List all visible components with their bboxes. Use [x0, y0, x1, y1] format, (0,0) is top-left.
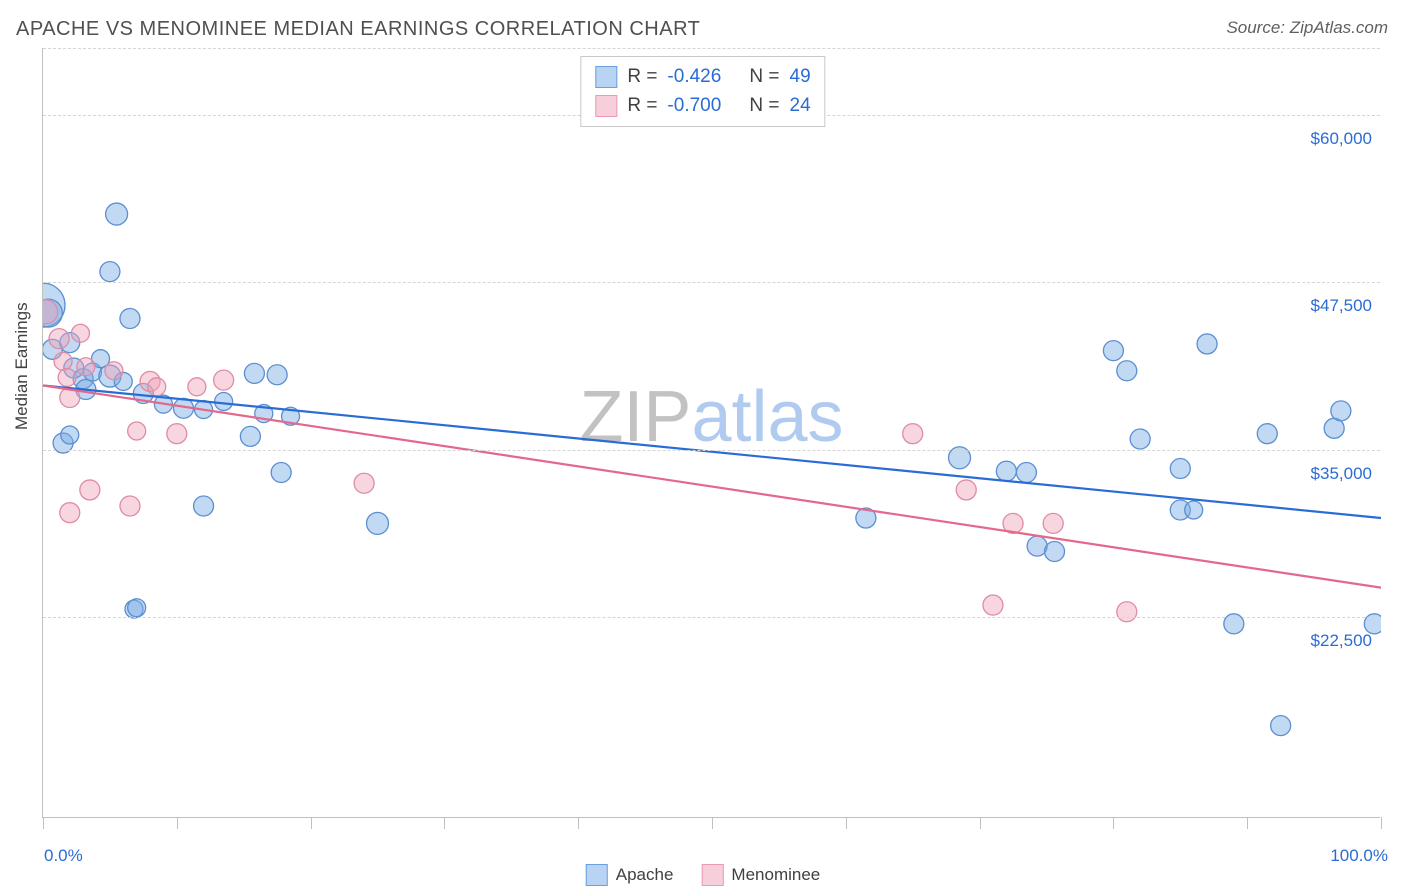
gridline [43, 282, 1380, 283]
legend-stats-row: R = -0.700 N = 24 [595, 92, 810, 121]
stat-r-value: -0.426 [667, 63, 739, 92]
data-point [1271, 716, 1291, 736]
legend-stats-row: R = -0.426 N = 49 [595, 63, 810, 92]
x-tick [846, 817, 847, 829]
legend-stats: R = -0.426 N = 49 R = -0.700 N = 24 [580, 56, 825, 127]
data-point [1045, 542, 1065, 562]
data-point [61, 426, 79, 444]
data-point [80, 480, 100, 500]
legend-item: Apache [586, 864, 674, 886]
data-point [54, 352, 72, 370]
legend-label: Menominee [731, 865, 820, 885]
data-point [1331, 401, 1351, 421]
data-point [1185, 501, 1203, 519]
x-tick [578, 817, 579, 829]
data-point [77, 358, 95, 376]
data-point [49, 329, 69, 349]
x-tick [311, 817, 312, 829]
x-tick [43, 817, 44, 829]
gridline [43, 48, 1380, 49]
legend-swatch [701, 864, 723, 886]
x-tick [1113, 817, 1114, 829]
plot-area: ZIPatlas $22,500$35,000$47,500$60,000 [42, 48, 1380, 818]
y-tick-label: $60,000 [1311, 129, 1372, 149]
data-point [1257, 424, 1277, 444]
y-axis-label: Median Earnings [12, 302, 32, 430]
x-tick [980, 817, 981, 829]
data-point [60, 503, 80, 523]
legend-label: Apache [616, 865, 674, 885]
data-point [214, 370, 234, 390]
x-tick [444, 817, 445, 829]
data-point [194, 496, 214, 516]
data-point [354, 473, 374, 493]
data-point [1130, 429, 1150, 449]
x-tick [712, 817, 713, 829]
stat-r-value: -0.700 [667, 92, 739, 121]
x-label-max: 100.0% [1330, 846, 1388, 866]
chart-title: APACHE VS MENOMINEE MEDIAN EARNINGS CORR… [16, 18, 700, 41]
data-point [105, 362, 123, 380]
data-point [267, 365, 287, 385]
stat-n-value: 24 [790, 92, 811, 121]
chart-container: APACHE VS MENOMINEE MEDIAN EARNINGS CORR… [0, 0, 1406, 892]
data-point [996, 461, 1016, 481]
data-point [128, 599, 146, 617]
data-point [1103, 341, 1123, 361]
data-point [71, 324, 89, 342]
data-point [120, 309, 140, 329]
data-point [148, 378, 166, 396]
legend-swatch [586, 864, 608, 886]
source-label: Source: ZipAtlas.com [1226, 18, 1388, 38]
data-point [128, 422, 146, 440]
legend-swatch [595, 95, 617, 117]
data-point [1117, 602, 1137, 622]
stat-r-label: R = [627, 63, 657, 92]
trend-line [43, 385, 1381, 587]
trend-line [43, 385, 1381, 518]
legend-item: Menominee [701, 864, 820, 886]
gridline [43, 617, 1380, 618]
data-point [1117, 361, 1137, 381]
legend-bottom: Apache Menominee [586, 864, 821, 886]
data-point [58, 368, 76, 386]
data-point [1197, 334, 1217, 354]
stat-n-value: 49 [790, 63, 811, 92]
data-point [1170, 458, 1190, 478]
data-point [956, 480, 976, 500]
x-label-min: 0.0% [44, 846, 83, 866]
data-point [367, 512, 389, 534]
x-tick [1247, 817, 1248, 829]
data-point [244, 363, 264, 383]
data-point [903, 424, 923, 444]
data-point [1016, 463, 1036, 483]
data-point [215, 393, 233, 411]
gridline [43, 450, 1380, 451]
x-tick [177, 817, 178, 829]
data-point [167, 424, 187, 444]
data-point [188, 378, 206, 396]
data-point [106, 203, 128, 225]
plot-svg [43, 48, 1381, 818]
y-tick-label: $47,500 [1311, 296, 1372, 316]
stat-n-label: N = [749, 92, 779, 121]
data-point [240, 426, 260, 446]
stat-r-label: R = [627, 92, 657, 121]
legend-swatch [595, 66, 617, 88]
y-tick-label: $22,500 [1311, 631, 1372, 651]
data-point [983, 595, 1003, 615]
data-point [271, 463, 291, 483]
data-point [100, 262, 120, 282]
data-point [120, 496, 140, 516]
y-tick-label: $35,000 [1311, 464, 1372, 484]
x-tick [1381, 817, 1382, 829]
stat-n-label: N = [749, 63, 779, 92]
data-point [1043, 513, 1063, 533]
